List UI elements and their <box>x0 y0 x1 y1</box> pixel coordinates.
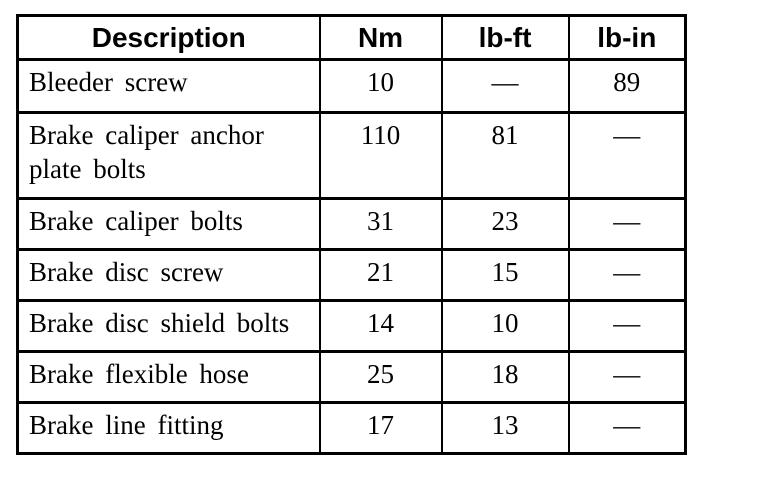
cell-nm: 31 <box>318 197 443 251</box>
cell-lb-ft: 18 <box>440 350 570 404</box>
table-row: Brake line fitting 17 13 — <box>16 401 687 455</box>
cell-lb-ft: 13 <box>440 401 570 455</box>
table-row: Brake caliper anchor plate bolts 110 81 … <box>16 111 687 200</box>
table-row: Brake disc screw 21 15 — <box>16 248 687 302</box>
cell-nm: 10 <box>318 58 443 114</box>
header-cell-description: Description <box>16 14 321 61</box>
cell-description: Brake caliper anchor plate bolts <box>16 111 321 200</box>
cell-nm: 14 <box>318 299 443 353</box>
cell-lb-in: — <box>567 197 687 251</box>
table-row: Brake disc shield bolts 14 10 — <box>16 299 687 353</box>
cell-lb-ft: 10 <box>440 299 570 353</box>
cell-description: Brake flexible hose <box>16 350 321 404</box>
cell-lb-in: — <box>567 299 687 353</box>
cell-nm: 17 <box>318 401 443 455</box>
header-cell-lb-ft: lb-ft <box>440 14 570 61</box>
cell-nm: 25 <box>318 350 443 404</box>
cell-description: Brake disc shield bolts <box>16 299 321 353</box>
cell-nm: 110 <box>318 111 443 200</box>
cell-description: Brake line fitting <box>16 401 321 455</box>
header-row: Description Nm lb-ft lb-in <box>16 14 687 61</box>
cell-lb-in: — <box>567 111 687 200</box>
cell-lb-in: 89 <box>567 58 687 114</box>
cell-lb-ft: — <box>440 58 570 114</box>
cell-lb-in: — <box>567 401 687 455</box>
table-row: Brake flexible hose 25 18 — <box>16 350 687 404</box>
cell-lb-ft: 15 <box>440 248 570 302</box>
cell-description: Brake disc screw <box>16 248 321 302</box>
header-cell-lb-in: lb-in <box>567 14 687 61</box>
cell-lb-in: — <box>567 350 687 404</box>
torque-spec-table: Description Nm lb-ft lb-in Bleeder screw… <box>16 14 687 455</box>
cell-nm: 21 <box>318 248 443 302</box>
cell-lb-ft: 23 <box>440 197 570 251</box>
table-row: Bleeder screw 10 — 89 <box>16 58 687 114</box>
cell-description: Brake caliper bolts <box>16 197 321 251</box>
cell-lb-ft: 81 <box>440 111 570 200</box>
cell-description: Bleeder screw <box>16 58 321 114</box>
cell-lb-in: — <box>567 248 687 302</box>
header-cell-nm: Nm <box>318 14 443 61</box>
table-row: Brake caliper bolts 31 23 — <box>16 197 687 251</box>
